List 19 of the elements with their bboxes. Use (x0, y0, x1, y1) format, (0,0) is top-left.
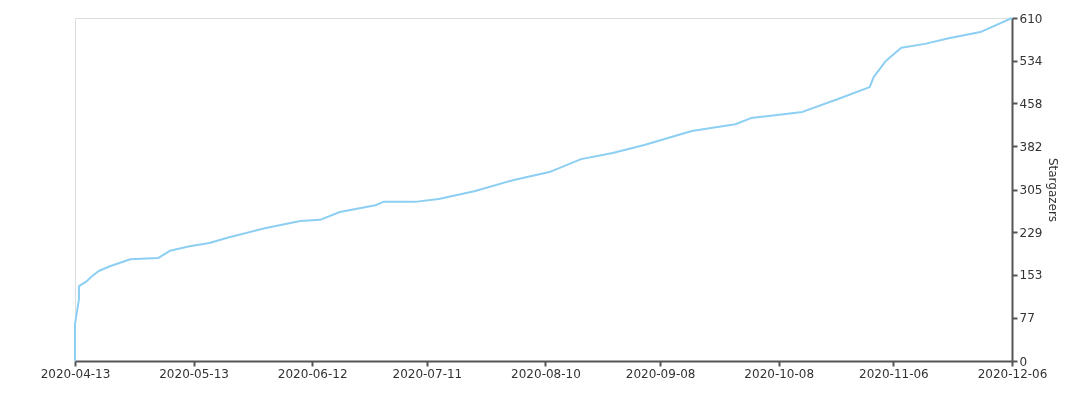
x-tick-label: 2020-08-10 (511, 366, 581, 381)
x-tick-label: 2020-09-08 (625, 366, 696, 381)
y-tick-label: 610 (1019, 11, 1043, 26)
x-tick-label: 2020-06-12 (277, 366, 348, 381)
y-tick-label: 229 (1019, 225, 1043, 240)
y-tick-label: 534 (1019, 54, 1043, 69)
y-tick-label: 458 (1019, 96, 1043, 111)
x-tick-label: 2020-07-11 (392, 366, 463, 381)
y-tick-label: 77 (1019, 311, 1035, 326)
x-tick-label: 2020-11-06 (859, 366, 929, 381)
y-tick-label: 0 (1019, 354, 1028, 369)
x-tick-label: 2020-10-08 (744, 366, 815, 381)
x-tick-label: 2020-12-06 (977, 366, 1048, 381)
y-axis-title: Stargazers (1046, 157, 1061, 223)
y-tick-label: 153 (1019, 268, 1043, 283)
x-tick-label: 2020-05-13 (159, 366, 229, 381)
x-tick-label: 2020-04-13 (40, 366, 111, 381)
y-tick-label: 305 (1019, 183, 1043, 197)
y-tick-label: 382 (1019, 139, 1043, 154)
